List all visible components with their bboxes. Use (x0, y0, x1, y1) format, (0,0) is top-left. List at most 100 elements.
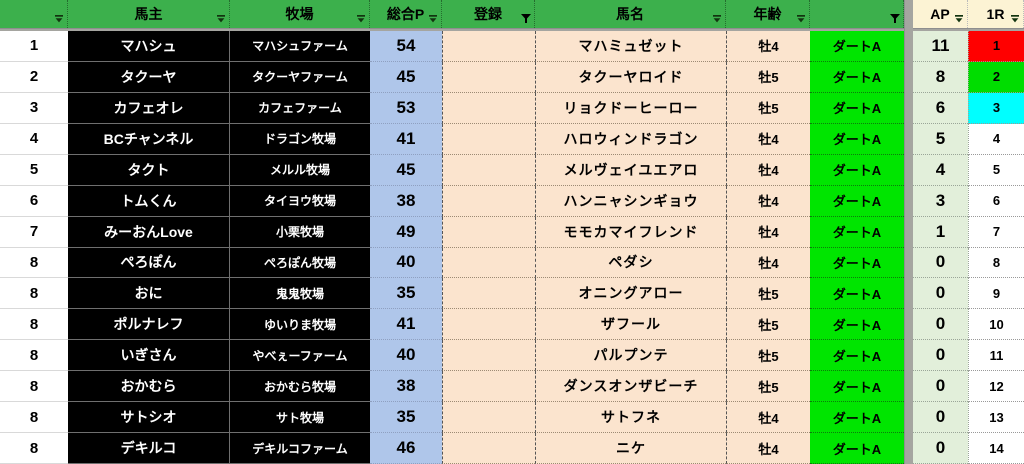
age-cell[interactable]: 牡4 (726, 154, 810, 186)
filter-dropdown-icon[interactable] (216, 15, 226, 23)
horse-cell[interactable]: ザフール (535, 309, 726, 341)
filter-dropdown-icon[interactable] (356, 15, 366, 23)
rank-cell[interactable]: 8 (0, 433, 68, 464)
rank-cell[interactable]: 8 (0, 371, 68, 403)
horse-cell[interactable]: パルプンテ (535, 340, 726, 372)
rank-cell[interactable]: 1 (0, 31, 68, 62)
r1-cell[interactable]: 8 (968, 247, 1024, 279)
r1-cell[interactable]: 13 (968, 402, 1024, 434)
rank-cell[interactable]: 5 (0, 154, 68, 186)
owner-cell[interactable]: おに (68, 278, 230, 310)
reg-cell[interactable] (442, 31, 535, 62)
class-cell[interactable]: ダートA (810, 92, 904, 124)
age-cell[interactable]: 牡4 (726, 123, 810, 155)
owner-cell[interactable]: トムくん (68, 185, 230, 217)
reg-cell[interactable] (442, 278, 535, 310)
ap-cell[interactable]: 1 (913, 216, 968, 248)
totalP-cell[interactable]: 41 (370, 123, 442, 155)
ap-cell[interactable]: 0 (913, 371, 968, 403)
owner-cell[interactable]: ぺろぽん (68, 247, 230, 279)
class-cell[interactable]: ダートA (810, 278, 904, 310)
totalP-cell[interactable]: 53 (370, 92, 442, 124)
reg-cell[interactable] (442, 123, 535, 155)
ap-cell[interactable]: 6 (913, 92, 968, 124)
horse-cell[interactable]: オニングアロー (535, 278, 726, 310)
age-cell[interactable]: 牡5 (726, 309, 810, 341)
horse-cell[interactable]: メルヴェイユエアロ (535, 154, 726, 186)
column-header-reg[interactable]: 登録 (442, 0, 535, 28)
ap-cell[interactable]: 0 (913, 278, 968, 310)
farm-cell[interactable]: メルル牧場 (230, 154, 370, 186)
rank-cell[interactable]: 8 (0, 309, 68, 341)
reg-cell[interactable] (442, 309, 535, 341)
class-cell[interactable]: ダートA (810, 61, 904, 93)
ap-cell[interactable]: 0 (913, 433, 968, 464)
farm-cell[interactable]: カフェファーム (230, 92, 370, 124)
farm-cell[interactable]: 鬼鬼牧場 (230, 278, 370, 310)
reg-cell[interactable] (442, 216, 535, 248)
owner-cell[interactable]: デキルコ (68, 433, 230, 464)
filter-dropdown-icon[interactable] (54, 15, 64, 23)
filter-dropdown-icon[interactable] (712, 15, 722, 23)
class-cell[interactable]: ダートA (810, 216, 904, 248)
age-cell[interactable]: 牡5 (726, 371, 810, 403)
r1-cell[interactable]: 10 (968, 309, 1024, 341)
totalP-cell[interactable]: 35 (370, 278, 442, 310)
ap-cell[interactable]: 0 (913, 309, 968, 341)
r1-cell[interactable]: 9 (968, 278, 1024, 310)
r1-cell[interactable]: 7 (968, 216, 1024, 248)
horse-cell[interactable]: ニケ (535, 433, 726, 464)
farm-cell[interactable]: デキルコファーム (230, 433, 370, 464)
age-cell[interactable]: 牡5 (726, 92, 810, 124)
owner-cell[interactable]: いぎさん (68, 340, 230, 372)
rank-cell[interactable]: 8 (0, 402, 68, 434)
filter-dropdown-icon[interactable] (1010, 15, 1020, 23)
reg-cell[interactable] (442, 340, 535, 372)
farm-cell[interactable]: サト牧場 (230, 402, 370, 434)
horse-cell[interactable]: ダンスオンザビーチ (535, 371, 726, 403)
rank-cell[interactable]: 8 (0, 247, 68, 279)
horse-cell[interactable]: タクーヤロイド (535, 61, 726, 93)
column-header-owner[interactable]: 馬主 (68, 0, 230, 28)
farm-cell[interactable]: 小栗牧場 (230, 216, 370, 248)
ap-cell[interactable]: 8 (913, 61, 968, 93)
farm-cell[interactable]: やべぇーファーム (230, 340, 370, 372)
horse-cell[interactable]: リョクドーヒーロー (535, 92, 726, 124)
reg-cell[interactable] (442, 371, 535, 403)
horse-cell[interactable]: サトフネ (535, 402, 726, 434)
reg-cell[interactable] (442, 154, 535, 186)
ap-cell[interactable]: 4 (913, 154, 968, 186)
r1-cell[interactable]: 11 (968, 340, 1024, 372)
farm-cell[interactable]: タクーヤファーム (230, 61, 370, 93)
column-header-age[interactable]: 年齢 (726, 0, 810, 28)
column-header-r1[interactable]: 1R (968, 0, 1024, 28)
ap-cell[interactable]: 11 (913, 31, 968, 62)
filter-dropdown-icon[interactable] (428, 15, 438, 23)
totalP-cell[interactable]: 38 (370, 371, 442, 403)
owner-cell[interactable]: タクト (68, 154, 230, 186)
class-cell[interactable]: ダートA (810, 402, 904, 434)
totalP-cell[interactable]: 45 (370, 61, 442, 93)
totalP-cell[interactable]: 46 (370, 433, 442, 464)
reg-cell[interactable] (442, 61, 535, 93)
owner-cell[interactable]: サトシオ (68, 402, 230, 434)
rank-cell[interactable]: 8 (0, 278, 68, 310)
rank-cell[interactable]: 3 (0, 92, 68, 124)
farm-cell[interactable]: ゆいりま牧場 (230, 309, 370, 341)
farm-cell[interactable]: ぺろぽん牧場 (230, 247, 370, 279)
class-cell[interactable]: ダートA (810, 154, 904, 186)
owner-cell[interactable]: みーおんLove (68, 216, 230, 248)
owner-cell[interactable]: カフェオレ (68, 92, 230, 124)
ap-cell[interactable]: 3 (913, 185, 968, 217)
age-cell[interactable]: 牡4 (726, 31, 810, 62)
class-cell[interactable]: ダートA (810, 340, 904, 372)
reg-cell[interactable] (442, 402, 535, 434)
rank-cell[interactable]: 8 (0, 340, 68, 372)
column-header-class[interactable] (810, 0, 904, 28)
horse-cell[interactable]: マハミュゼット (535, 31, 726, 62)
totalP-cell[interactable]: 49 (370, 216, 442, 248)
column-header-totalP[interactable]: 総合P (370, 0, 442, 28)
age-cell[interactable]: 牡4 (726, 247, 810, 279)
totalP-cell[interactable]: 54 (370, 31, 442, 62)
filter-active-icon[interactable] (521, 14, 531, 23)
